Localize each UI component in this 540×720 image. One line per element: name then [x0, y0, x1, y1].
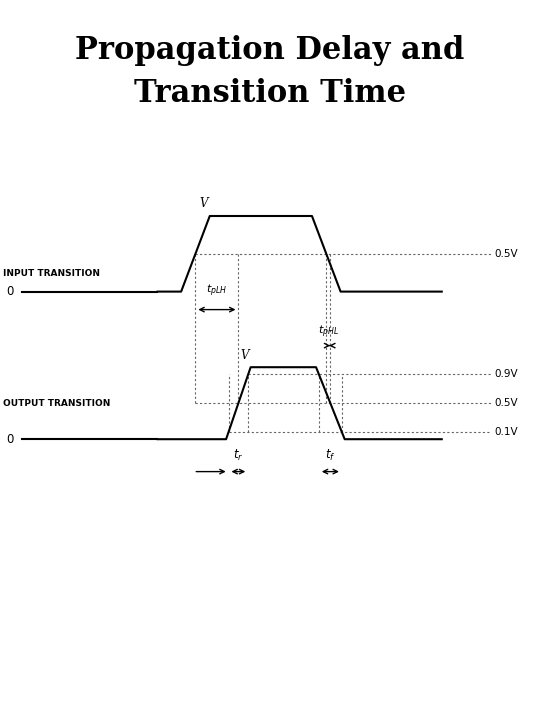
Text: 0.1V: 0.1V: [494, 427, 518, 437]
Text: V: V: [200, 197, 208, 210]
Text: 0.5V: 0.5V: [494, 398, 518, 408]
Text: Propagation Delay and: Propagation Delay and: [75, 35, 465, 66]
Text: INPUT TRANSITION: INPUT TRANSITION: [3, 269, 100, 278]
Text: V: V: [240, 349, 249, 362]
Text: 0: 0: [6, 285, 14, 298]
Text: $t_{pHL}$: $t_{pHL}$: [318, 323, 339, 340]
Text: 0.9V: 0.9V: [494, 369, 518, 379]
Text: OUTPUT TRANSITION: OUTPUT TRANSITION: [3, 399, 110, 408]
Text: $t_{pLH}$: $t_{pLH}$: [206, 282, 227, 299]
Text: 0.5V: 0.5V: [494, 249, 518, 258]
Text: Transition Time: Transition Time: [134, 78, 406, 109]
Text: $t_f$: $t_f$: [325, 448, 336, 463]
Text: $t_r$: $t_r$: [233, 448, 244, 463]
Text: 0: 0: [6, 433, 14, 446]
